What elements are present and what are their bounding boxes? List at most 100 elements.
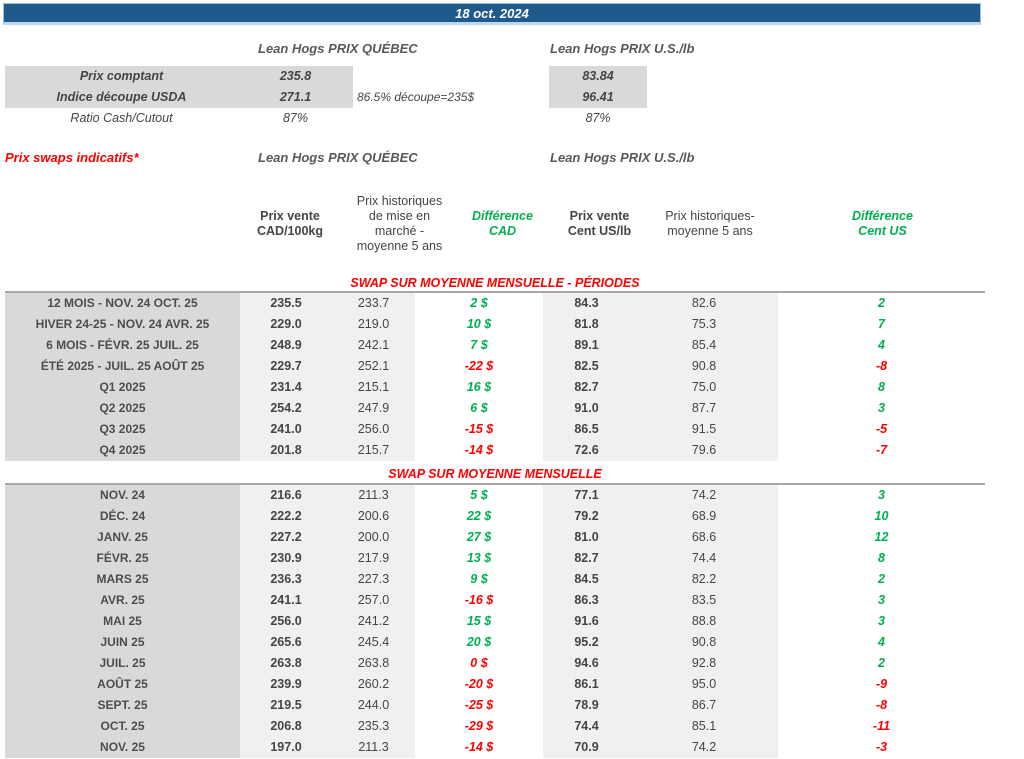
us-sell-value: 94.6 (543, 653, 630, 674)
cad-hist-value: 211.3 (332, 485, 415, 506)
table-row: SEPT. 25 219.5 244.0 -25 $ 78.9 86.7 -8 (5, 695, 985, 716)
table-row: ÉTÉ 2025 - JUIL. 25 AOÛT 25 229.7 252.1 -22… (5, 356, 985, 377)
spot-us-value: 83.84 (549, 66, 647, 87)
table-row: NOV. 25 197.0 211.3 -14 $ 70.9 74.2 -3 (5, 737, 985, 758)
period-label: 12 MOIS - NOV. 24 OCT. 25 (5, 293, 240, 314)
us-sell-value: 84.5 (543, 569, 630, 590)
cad-sell-value: 231.4 (240, 377, 332, 398)
diff-us-value: -5 (875, 422, 888, 436)
us-hist-value: 79.6 (630, 440, 778, 461)
cad-sell-value: 241.0 (240, 419, 332, 440)
column-header-us-hist: Prix historiques- moyenne 5 ans (665, 209, 755, 238)
diff-cad-value: -16 $ (464, 593, 494, 607)
cad-sell-value: 235.5 (240, 293, 332, 314)
table-row: JUIN 25 265.6 245.4 20 $ 95.2 90.8 4 (5, 632, 985, 653)
diff-us-value: 8 (878, 380, 885, 394)
us-hist-value: 91.5 (630, 419, 778, 440)
period-label: Q4 2025 (5, 440, 240, 461)
diff-us-value: -8 (875, 359, 888, 373)
table-row: Q4 2025 201.8 215.7 -14 $ 72.6 79.6 -7 (5, 440, 985, 461)
diff-us-value: 4 (878, 635, 885, 649)
diff-us-value: -8 (875, 698, 888, 712)
diff-cad-value: 9 $ (470, 572, 488, 586)
diff-us-value: 12 (874, 530, 889, 544)
table-row: JUIL. 25 263.8 263.8 0 $94.6 92.8 2 (5, 653, 985, 674)
diff-cad-value: -25 $ (464, 698, 494, 712)
us-hist-value: 85.4 (630, 335, 778, 356)
diff-cad-value: 7 $ (470, 338, 488, 352)
spot-row-label: Indice découpe USDA (5, 87, 238, 108)
table-row: 12 MOIS - NOV. 24 OCT. 25 235.5 233.7 2 $ 84… (5, 293, 985, 314)
period-label: AVR. 25 (5, 590, 240, 611)
cad-sell-value: 263.8 (240, 653, 332, 674)
table-row: MARS 25 236.3 227.3 9 $ 84.5 82.2 2 (5, 569, 985, 590)
cad-sell-value: 219.5 (240, 695, 332, 716)
us-hist-value: 92.8 (630, 653, 778, 674)
us-sell-value: 95.2 (543, 632, 630, 653)
swaps-section-title: Prix swaps indicatifs* (5, 150, 139, 165)
cad-hist-value: 217.9 (332, 548, 415, 569)
quebec-market-header: Lean Hogs PRIX QUÉBEC (258, 41, 418, 56)
cad-sell-value: 201.8 (240, 440, 332, 461)
spot-quebec-value: 235.8 (238, 66, 353, 87)
column-header-us-sell: Prix vente Cent US/lb (567, 209, 632, 238)
cad-hist-value: 257.0 (332, 590, 415, 611)
us-sell-value: 86.3 (543, 590, 630, 611)
table-row: HIVER 24-25 - NOV. 24 AVR. 25 229.0 219.0 1… (5, 314, 985, 335)
period-label: JANV. 25 (5, 527, 240, 548)
table-row: OCT. 25 206.8 235.3 -29 $ 74.4 85.1 -11 (5, 716, 985, 737)
period-label: NOV. 24 (5, 485, 240, 506)
us-hist-value: 86.7 (630, 695, 778, 716)
table-row: AVR. 25 241.1 257.0 -16 $ 86.3 83.5 3 (5, 590, 985, 611)
table-row: AOÛT 25 239.9 260.2 -20 $ 86.1 95.0 -9 (5, 674, 985, 695)
diff-us-value: 7 (878, 317, 885, 331)
cad-hist-value: 227.3 (332, 569, 415, 590)
cad-sell-value: 265.6 (240, 632, 332, 653)
us-sell-value: 81.8 (543, 314, 630, 335)
us-sell-value: 77.1 (543, 485, 630, 506)
diff-cad-value: 16 $ (466, 380, 492, 394)
spot-us-value: 96.41 (549, 87, 647, 108)
cad-hist-value: 260.2 (332, 674, 415, 695)
period-label: MAI 25 (5, 611, 240, 632)
us-hist-value: 68.6 (630, 527, 778, 548)
column-header-diff-cad: Différence CAD (472, 209, 533, 238)
us-hist-value: 75.0 (630, 377, 778, 398)
us-sell-value: 79.2 (543, 506, 630, 527)
us-hist-value: 90.8 (630, 356, 778, 377)
diff-us-value: 8 (878, 551, 885, 565)
cad-sell-value: 222.2 (240, 506, 332, 527)
cad-hist-value: 235.3 (332, 716, 415, 737)
cad-sell-value: 197.0 (240, 737, 332, 758)
cad-sell-value: 236.3 (240, 569, 332, 590)
diff-cad-value: 6 $ (470, 401, 488, 415)
period-label: AOÛT 25 (5, 674, 240, 695)
us-hist-value: 74.4 (630, 548, 778, 569)
diff-cad-value: 22 $ (466, 509, 492, 523)
diff-cad-value: 15 $ (466, 614, 492, 628)
us-hist-value: 83.5 (630, 590, 778, 611)
us-hist-value: 68.9 (630, 506, 778, 527)
us-sell-value: 70.9 (543, 737, 630, 758)
spot-quebec-value: 271.1 (238, 87, 353, 108)
swap-section-periodes-rows: 12 MOIS - NOV. 24 OCT. 25 235.5 233.7 2 $84… (5, 293, 985, 461)
diff-us-value: 3 (878, 401, 885, 415)
period-label: SEPT. 25 (5, 695, 240, 716)
diff-cad-value: -14 $ (464, 443, 494, 457)
swap-section-mensuelle: SWAP SUR MOYENNE MENSUELLE NOV. 24 216.6 2… (5, 464, 985, 758)
spot-row-label: Prix comptant (5, 66, 238, 87)
diff-cad-value: -29 $ (464, 719, 494, 733)
cad-hist-value: 247.9 (332, 398, 415, 419)
spot-note (353, 108, 549, 129)
table-row: Q2 2025 254.2 247.9 6 $ 91.0 87.7 3 (5, 398, 985, 419)
period-label: Q2 2025 (5, 398, 240, 419)
diff-us-value: 4 (878, 338, 885, 352)
diff-cad-value: -15 $ (464, 422, 494, 436)
us-sell-value: 78.9 (543, 695, 630, 716)
us-sell-value: 74.4 (543, 716, 630, 737)
cad-hist-value: 244.0 (332, 695, 415, 716)
report-date: 18 oct. 2024 (455, 5, 529, 21)
cad-hist-value: 211.3 (332, 737, 415, 758)
cad-hist-value: 200.0 (332, 527, 415, 548)
us-hist-value: 95.0 (630, 674, 778, 695)
